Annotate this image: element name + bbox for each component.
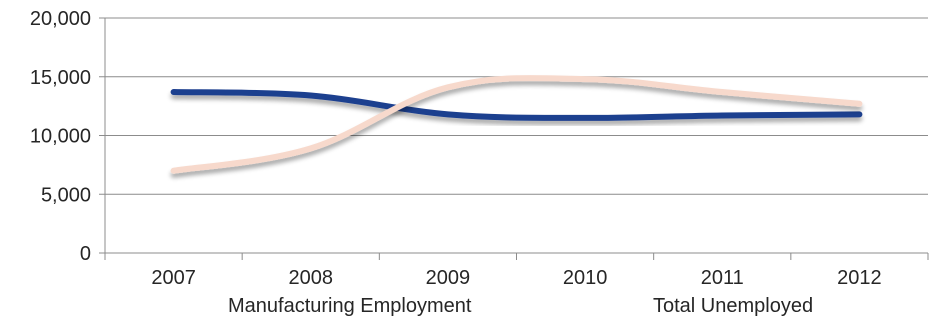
- legend-label: Manufacturing Employment: [228, 295, 472, 317]
- gridlines: [105, 17, 928, 195]
- series-line: [170, 89, 863, 121]
- x-tick-label: 2009: [426, 267, 471, 289]
- legend-label: Total Unemployed: [653, 295, 813, 317]
- legend: Manufacturing Employment Total Unemployed: [162, 295, 813, 317]
- y-tick-label: 10,000: [30, 126, 91, 148]
- series-lines: [170, 75, 863, 174]
- x-tick-label: 2007: [151, 267, 196, 289]
- y-tick-label: 5,000: [41, 184, 91, 206]
- tick-labels: 0 5,000 10,000 15,000 20,000 2007 2008 2009 2010…: [30, 8, 882, 289]
- x-tick-label: 2008: [289, 267, 334, 289]
- x-tick-label: 2010: [563, 267, 608, 289]
- y-tick-label: 0: [80, 243, 91, 265]
- series-line: [170, 75, 863, 174]
- y-tick-label: 15,000: [30, 67, 91, 89]
- axes: [99, 17, 929, 260]
- x-tick-label: 2012: [837, 267, 882, 289]
- x-tick-label: 2011: [701, 267, 744, 289]
- y-tick-label: 20,000: [30, 8, 91, 30]
